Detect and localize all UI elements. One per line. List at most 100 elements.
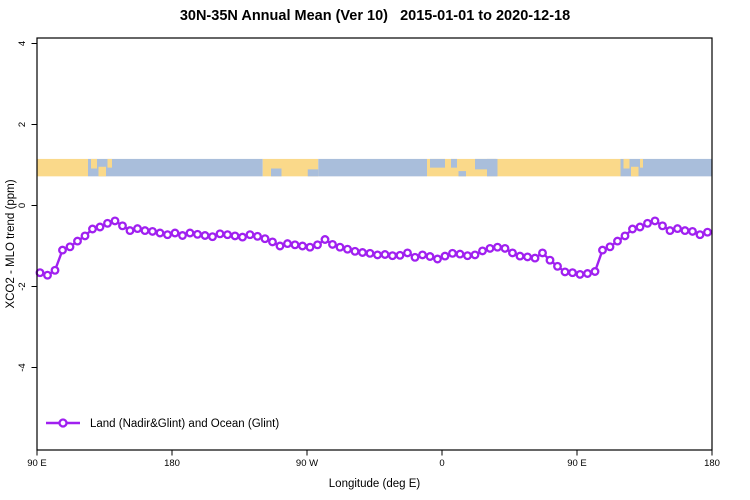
data-point-marker <box>80 231 90 241</box>
data-point-marker <box>703 227 712 237</box>
data-point-marker <box>148 226 157 236</box>
data-point-marker <box>388 251 397 261</box>
data-point-marker <box>545 255 555 265</box>
y-axis-ticks: -4 -2 0 2 4 <box>17 41 37 372</box>
band-patch-land <box>640 158 643 168</box>
data-point-marker <box>455 249 465 259</box>
y-tick-label: -4 <box>17 363 28 371</box>
x-tick-label: 180 <box>164 458 180 469</box>
data-point-marker <box>410 252 420 262</box>
data-point-marker <box>215 229 225 239</box>
x-tick-label: 90 W <box>296 458 318 469</box>
data-point-marker <box>328 239 337 249</box>
data-point-marker <box>515 251 525 261</box>
data-point-marker <box>500 243 510 253</box>
data-point-marker <box>485 243 495 253</box>
data-point-marker <box>305 242 315 252</box>
y-tick-label: 4 <box>17 41 28 46</box>
data-point-marker <box>433 254 442 264</box>
data-point-marker <box>628 224 637 234</box>
band-segment-ocean <box>620 158 712 177</box>
x-tick-label: 90 E <box>567 458 587 469</box>
data-point-marker <box>50 265 60 275</box>
band-patch-land <box>623 158 630 169</box>
data-point-marker <box>688 226 697 236</box>
data-point-marker <box>523 252 532 262</box>
band-patch-land <box>98 166 106 177</box>
series-group <box>35 216 712 280</box>
data-point-marker <box>260 234 270 244</box>
data-point-marker <box>590 267 600 276</box>
data-point-marker <box>245 230 255 240</box>
data-point-marker <box>185 228 195 238</box>
data-point-marker <box>463 251 472 261</box>
data-point-marker <box>418 250 427 260</box>
band-patch-land <box>91 158 97 169</box>
band-patch-ocean <box>430 158 445 168</box>
data-point-marker <box>103 218 112 228</box>
x-axis-label: Longitude (deg E) <box>329 478 421 490</box>
band-patch-ocean <box>307 169 319 177</box>
x-tick-label: 180 <box>704 458 720 469</box>
data-point-marker <box>43 270 52 280</box>
data-point-marker <box>163 230 172 240</box>
data-point-marker <box>538 248 547 258</box>
data-point-marker <box>73 236 82 246</box>
data-point-marker <box>403 248 412 258</box>
data-point-marker <box>65 242 75 252</box>
data-point-marker <box>58 245 67 255</box>
data-point-marker <box>283 239 292 249</box>
data-point-marker <box>658 221 667 231</box>
data-point-marker <box>268 237 277 247</box>
data-point-marker <box>448 248 457 258</box>
data-point-marker <box>140 226 150 236</box>
x-axis-ticks: 90 E 180 90 W 0 90 E 180 <box>27 450 720 469</box>
data-point-marker <box>35 268 45 278</box>
data-point-marker <box>238 232 247 242</box>
band-segment-ocean <box>88 158 263 177</box>
data-point-marker <box>110 216 120 226</box>
data-point-marker <box>88 224 97 234</box>
data-point-marker <box>613 236 622 246</box>
band-patch-ocean <box>487 158 498 177</box>
data-point-marker <box>493 242 502 252</box>
data-point-marker <box>208 232 217 242</box>
data-point-marker <box>673 224 682 234</box>
data-point-marker <box>470 250 480 260</box>
data-point-marker <box>635 222 645 232</box>
data-point-marker <box>680 226 690 236</box>
data-point-marker <box>553 261 562 271</box>
band-segment-land <box>37 158 88 177</box>
data-point-marker <box>575 269 585 279</box>
data-point-marker <box>695 230 705 240</box>
map-band <box>37 158 712 177</box>
data-point-marker <box>358 248 367 257</box>
data-point-marker <box>95 222 105 232</box>
data-point-marker <box>620 231 630 241</box>
data-point-marker <box>335 242 345 252</box>
data-point-marker <box>350 246 360 256</box>
data-point-marker <box>223 230 232 240</box>
data-point-marker <box>568 268 577 278</box>
band-patch-land <box>631 166 639 177</box>
data-point-marker <box>508 248 517 258</box>
data-point-marker <box>320 235 330 244</box>
data-point-marker <box>365 248 375 258</box>
band-patch-ocean <box>271 168 282 177</box>
chart-title: 30N-35N Annual Mean (Ver 10) 2015-01-01 … <box>179 8 571 24</box>
data-point-marker <box>133 224 142 234</box>
y-tick-label: 2 <box>17 122 28 127</box>
band-segment-ocean <box>318 158 427 177</box>
data-point-marker <box>440 251 450 261</box>
legend: Land (Nadir&Glint) and Ocean (Glint) <box>46 418 279 430</box>
data-point-marker <box>395 250 405 260</box>
data-point-marker <box>290 240 300 250</box>
data-point-marker <box>200 231 210 240</box>
data-point-marker <box>665 226 675 236</box>
data-point-marker <box>178 231 187 240</box>
data-point-marker <box>598 245 607 255</box>
y-axis-label: XCO2 - MLO trend (ppm) <box>5 179 17 308</box>
y-tick-label: 0 <box>17 203 28 208</box>
